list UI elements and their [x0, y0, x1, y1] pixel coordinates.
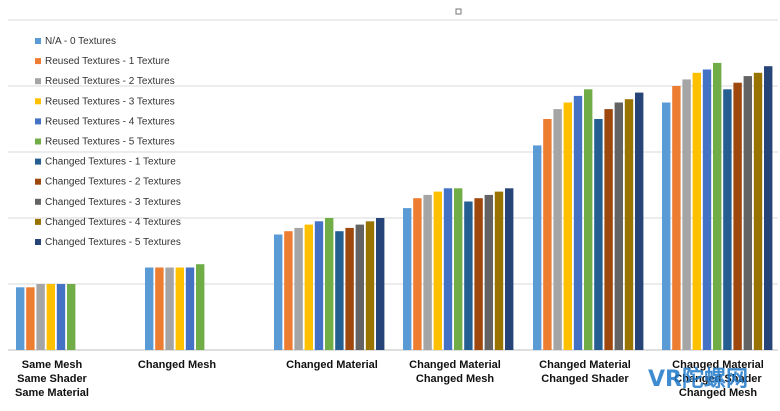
category-label: Changed Mesh — [138, 359, 217, 371]
bar — [672, 86, 681, 350]
bar — [284, 231, 293, 350]
bar — [764, 66, 773, 350]
bar — [604, 109, 613, 350]
legend-entry: Changed Textures - 2 Textures — [45, 177, 181, 188]
bar — [543, 119, 552, 350]
bar — [274, 234, 283, 350]
legend-entry: Changed Textures - 4 Textures — [45, 217, 181, 228]
bar — [403, 208, 412, 350]
category-label: Changed Material — [539, 359, 631, 371]
bar — [692, 72, 701, 351]
bar — [294, 227, 303, 350]
legend-swatch — [35, 138, 41, 145]
bar — [635, 92, 644, 350]
bar — [474, 198, 483, 350]
category-label: Changed Mesh — [416, 373, 495, 385]
bar — [175, 267, 184, 350]
bar — [702, 69, 712, 350]
legend-entry: Changed Textures - 3 Textures — [45, 197, 181, 208]
legend-swatch — [35, 239, 41, 245]
bar — [67, 284, 76, 350]
bar — [743, 76, 752, 350]
bar — [325, 218, 334, 350]
legend-swatch — [35, 198, 41, 205]
bar — [464, 201, 473, 350]
legend-swatch — [35, 98, 41, 105]
bar — [713, 62, 722, 351]
bar — [196, 264, 205, 350]
legend-swatch — [35, 218, 41, 225]
legend-entry: Reused Textures - 4 Textures — [45, 116, 175, 127]
bar — [454, 188, 463, 350]
bar — [723, 89, 732, 351]
bar — [376, 218, 385, 350]
watermark-logo: VR陀螺网 — [648, 366, 748, 392]
bar — [533, 145, 542, 350]
bar — [682, 79, 691, 351]
bar — [423, 194, 432, 350]
bar — [304, 224, 313, 350]
bar-series — [16, 62, 773, 351]
bar — [494, 191, 504, 350]
bar — [345, 227, 354, 350]
category-label: Changed Material — [409, 359, 501, 371]
bar — [365, 221, 375, 350]
bar — [573, 95, 583, 351]
legend-entry: Changed Textures - 1 Texture — [45, 157, 176, 168]
gridlines — [8, 19, 778, 351]
bar — [584, 89, 593, 351]
bar — [484, 194, 493, 350]
bar — [185, 267, 195, 350]
bar — [335, 231, 344, 350]
bar — [624, 99, 634, 350]
legend-entry: Reused Textures - 5 Textures — [45, 137, 175, 148]
category-label: Changed Shader — [541, 373, 629, 385]
category-label: Changed Shader — [674, 373, 762, 385]
bar — [145, 267, 154, 350]
bar — [413, 198, 422, 350]
watermark-text: VR陀螺网 — [648, 366, 748, 392]
plot-area-handle[interactable] — [455, 8, 462, 15]
bar — [443, 188, 453, 350]
legend-swatch — [35, 38, 41, 44]
bar — [563, 102, 572, 350]
category-label: Same Mesh — [22, 359, 83, 371]
legend-entry: Reused Textures - 2 Textures — [45, 76, 175, 87]
bar — [16, 287, 25, 350]
legend-swatch — [35, 58, 41, 65]
bar — [355, 224, 364, 350]
legend-swatch — [35, 118, 41, 125]
legend-entry: Changed Textures - 5 Textures — [45, 237, 181, 248]
bar — [314, 221, 324, 350]
legend: N/A - 0 Textures Reused Textures - 1 Text… — [35, 36, 181, 248]
legend-entry: Reused Textures - 3 Textures — [45, 96, 175, 107]
bar — [753, 72, 763, 351]
legend-entry: Reused Textures - 1 Texture — [45, 56, 170, 67]
category-label: Same Shader — [17, 373, 87, 385]
bar — [36, 284, 45, 350]
bar — [553, 109, 562, 350]
legend-entry: N/A - 0 Textures — [45, 36, 116, 47]
category-label: Same Material — [15, 387, 89, 399]
bar — [505, 188, 514, 350]
bar — [165, 267, 174, 350]
category-label: Changed Material — [672, 359, 764, 371]
bar — [614, 102, 623, 350]
bar — [733, 82, 742, 350]
legend-swatch — [35, 158, 41, 165]
category-label: Changed Mesh — [679, 387, 758, 399]
bar — [662, 102, 671, 350]
legend-swatch — [35, 178, 41, 185]
category-labels: Same Mesh Same Shader Same Material Changed… — [15, 359, 764, 399]
legend-swatch — [35, 78, 41, 85]
bar — [594, 119, 603, 350]
bar — [56, 284, 66, 350]
bar — [155, 267, 164, 350]
bar — [26, 287, 35, 350]
category-label: Changed Material — [286, 359, 378, 371]
bar — [46, 284, 55, 350]
bar — [433, 191, 442, 350]
